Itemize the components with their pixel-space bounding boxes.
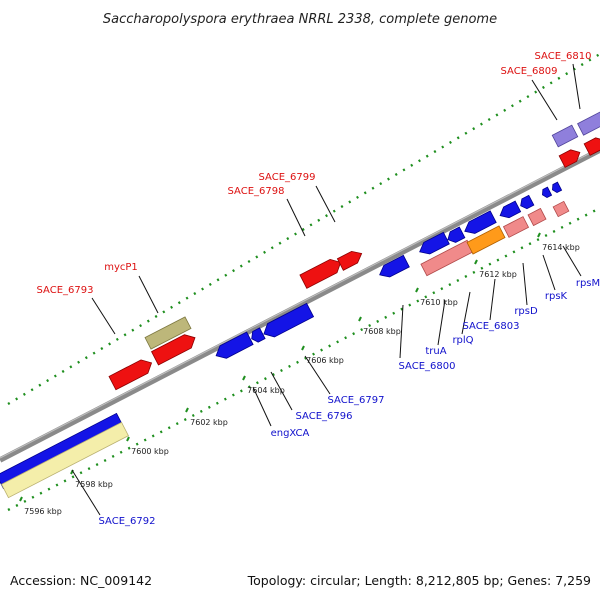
gene-arrow-rpsm-upper xyxy=(542,186,553,199)
gene-block-sace-6803 xyxy=(466,225,506,255)
gene-label-reverse-leader xyxy=(562,245,582,277)
gene-arrow-rpsd-upper xyxy=(499,200,522,219)
gene-arrow-sace-6799 xyxy=(336,250,363,271)
genome-backbone xyxy=(0,147,600,463)
gene-label-reverse-leader xyxy=(437,299,446,346)
kbp-tick-mark xyxy=(474,259,478,265)
kbp-tick-mark xyxy=(19,496,23,502)
gene-label-reverse-leader xyxy=(461,291,471,335)
map-title: Saccharopolyspora erythraea NRRL 2338, c… xyxy=(103,12,497,27)
gene-label-reverse-leader xyxy=(252,386,272,427)
accession-text: Accession: NC_009142 xyxy=(10,573,152,588)
gene-block-rpsd xyxy=(502,216,530,238)
gene-arrow-sace-6798 xyxy=(299,258,342,289)
kbp-tick-mark xyxy=(242,375,246,381)
label-layer: SACE_6793 mycP1 SACE_6798 SACE_6799 SACE_680… xyxy=(37,51,600,527)
gene-label-forward: SACE_6809 xyxy=(501,66,558,77)
kbp-tick-label: 7606 kbp xyxy=(306,356,344,365)
forward-track-dots xyxy=(7,52,600,406)
gene-label-reverse-leader xyxy=(304,355,331,395)
gene-label-reverse: truA xyxy=(425,346,446,357)
gene-label-forward-leader xyxy=(138,275,159,314)
kbp-tick-label: 7608 kbp xyxy=(363,327,401,336)
gene-block-pale-yellow xyxy=(1,421,129,499)
gene-label-forward-leader xyxy=(91,297,116,335)
gene-label-reverse-leader xyxy=(270,371,293,411)
gene-label-reverse: rpsK xyxy=(545,291,568,302)
gene-arrow-sace-6797 xyxy=(263,302,315,338)
gene-label-forward: SACE_6799 xyxy=(259,172,316,183)
kbp-tick-label: 7602 kbp xyxy=(190,418,228,427)
kbp-tick-mark xyxy=(415,287,419,293)
gene-arrow-sace-6793 xyxy=(108,359,153,391)
gene-arrow-sace-6796 xyxy=(251,327,266,343)
kbp-tick-mark xyxy=(185,407,189,413)
gene-arrow-sace-6800 xyxy=(379,254,410,278)
gene-label-forward-leader xyxy=(315,185,336,223)
kbp-tick-label: 7600 kbp xyxy=(131,447,169,456)
gene-label-forward: SACE_6793 xyxy=(37,285,94,296)
gene-arrow-sace-6809 xyxy=(558,149,581,168)
gene-arrow-rpsm-small xyxy=(552,181,563,194)
gene-label-reverse: SACE_6796 xyxy=(296,411,353,422)
kbp-tick-mark xyxy=(358,316,362,322)
gene-label-reverse: rpsM xyxy=(576,278,600,289)
kbp-tick-label: 7604 kbp xyxy=(247,386,285,395)
kbp-tick-label: 7598 kbp xyxy=(75,480,113,489)
kbp-tick-label: 7596 kbp xyxy=(24,507,62,516)
genome-summary-text: Topology: circular; Length: 8,212,805 bp… xyxy=(247,573,591,588)
gene-label-forward: SACE_6810 xyxy=(535,51,592,62)
gene-label-reverse: rpsD xyxy=(514,306,538,317)
gene-block-rpsm xyxy=(552,200,570,218)
gene-label-reverse-leader xyxy=(542,254,556,291)
gene-label-reverse: rplQ xyxy=(452,335,473,346)
gene-arrow-mycp1 xyxy=(151,334,196,366)
gene-label-forward-leader xyxy=(531,79,558,121)
gene-label-reverse: SACE_6792 xyxy=(99,516,156,527)
gene-label-reverse-leader xyxy=(522,262,528,306)
gene-label-forward-leader xyxy=(286,198,306,237)
gene-label-reverse: SACE_6800 xyxy=(399,361,456,372)
tick-layer: 7596 kbp 7598 kbp 7600 kbp 7602 kbp 7604 kbp… xyxy=(19,232,580,516)
gene-arrow-trua xyxy=(419,231,450,255)
gene-label-forward: SACE_6798 xyxy=(228,186,285,197)
gene-label-reverse: engXCA xyxy=(271,428,310,439)
kbp-tick-mark xyxy=(537,232,541,238)
gene-block-sace-6809 xyxy=(551,124,579,148)
reverse-track-dots xyxy=(7,206,600,512)
gene-block-mycp1 xyxy=(144,316,192,350)
kbp-tick-label: 7612 kbp xyxy=(479,270,517,279)
gene-label-reverse-leader xyxy=(399,304,404,359)
gene-arrow-rplq-upper xyxy=(447,226,466,243)
kbp-tick-label: 7610 kbp xyxy=(420,298,458,307)
gene-arrow-sace-6803-upper xyxy=(464,210,497,234)
gene-label-reverse-leader xyxy=(71,469,101,516)
gene-block-sace-6810 xyxy=(577,110,600,136)
gene-arrow-rpsk-upper xyxy=(520,194,535,210)
kbp-tick-mark xyxy=(301,345,305,351)
gene-layer xyxy=(0,110,600,499)
gene-arrow-engxca xyxy=(215,331,254,359)
gene-label-forward-leader xyxy=(572,63,581,110)
gene-label-forward: mycP1 xyxy=(104,262,138,273)
genome-backbone-highlight xyxy=(0,147,600,459)
gene-label-reverse: SACE_6797 xyxy=(328,395,385,406)
kbp-tick-label: 7614 kbp xyxy=(542,243,580,252)
gene-label-reverse: SACE_6803 xyxy=(463,321,520,332)
gene-label-reverse-leader xyxy=(489,278,496,321)
kbp-tick-mark xyxy=(126,436,130,442)
gene-block-rpsk xyxy=(527,207,547,227)
track-layer xyxy=(0,52,600,512)
